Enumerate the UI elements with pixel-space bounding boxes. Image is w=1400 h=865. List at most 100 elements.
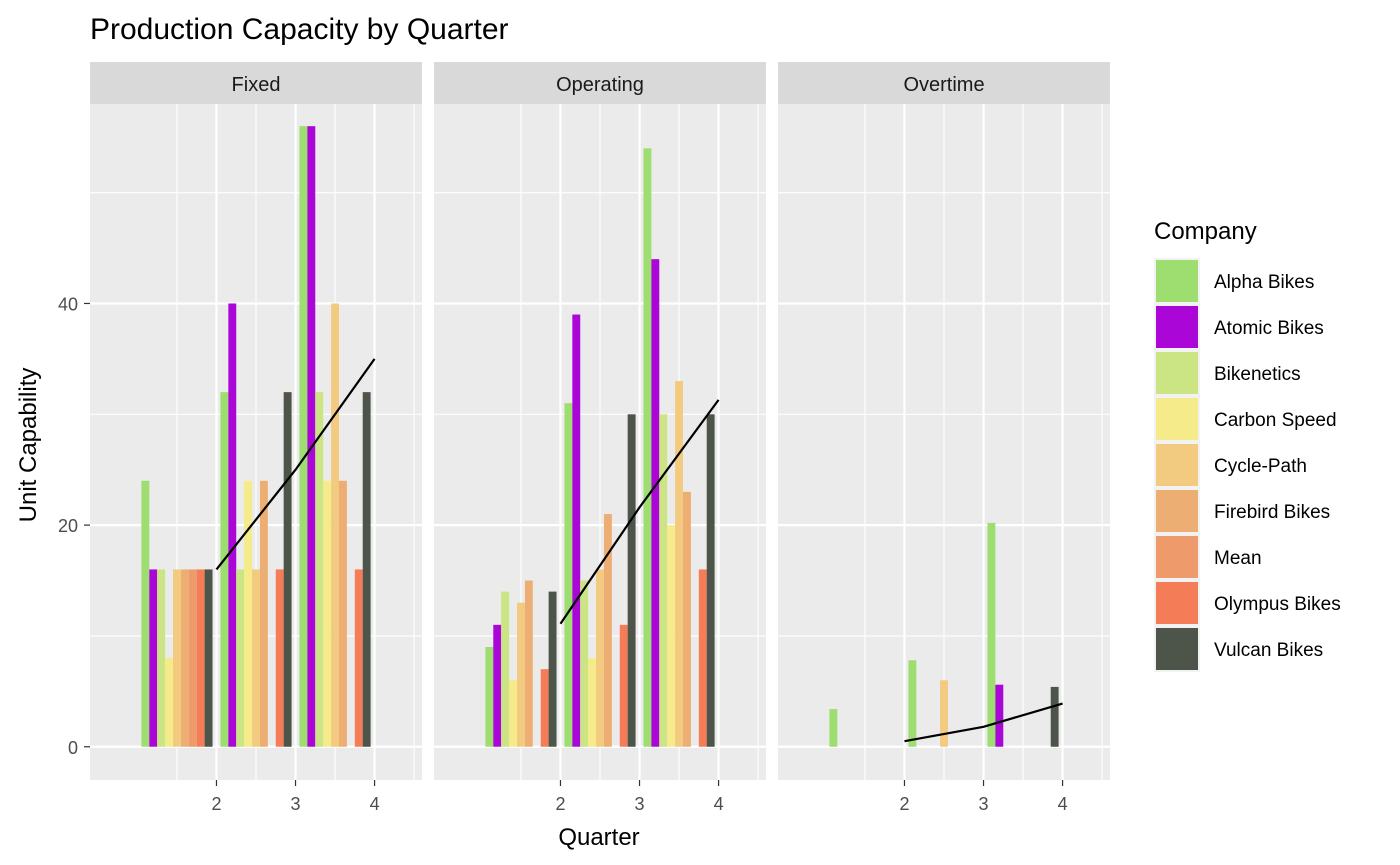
- facet-strip: [90, 62, 422, 104]
- y-tick-label: 40: [58, 294, 78, 314]
- legend-label: Cycle-Path: [1214, 456, 1307, 477]
- bar-cycle-path: [517, 602, 525, 747]
- legend-title: Company: [1154, 218, 1257, 245]
- bar-vulcan-bikes: [548, 591, 557, 747]
- x-tick-label: 3: [291, 794, 301, 814]
- bar-vulcan-bikes: [362, 392, 371, 747]
- bar-alpha-bikes: [220, 392, 229, 747]
- bar-firebird-bikes: [524, 580, 533, 747]
- bar-cycle-path: [252, 569, 260, 747]
- bar-alpha-bikes: [643, 148, 652, 747]
- bar-atomic-bikes: [572, 314, 581, 747]
- bar-vulcan-bikes: [627, 414, 636, 747]
- bar-firebird-bikes: [683, 491, 691, 747]
- bar-carbon-speed: [165, 658, 173, 747]
- bar-mean: [188, 569, 197, 747]
- mean-line: [904, 702, 1063, 743]
- legend-swatch: [1156, 536, 1198, 578]
- y-axis: 0 20 40: [58, 294, 90, 758]
- bar-bikenetics: [157, 569, 166, 747]
- legend-swatch: [1156, 352, 1198, 394]
- x-tick-label: 4: [714, 794, 724, 814]
- legend-swatch: [1156, 260, 1198, 302]
- x-tick-label: 3: [635, 794, 645, 814]
- bar-alpha-bikes: [299, 126, 308, 747]
- bar-alpha-bikes: [987, 522, 996, 747]
- bar-vulcan-bikes: [1050, 686, 1059, 747]
- bar-vulcan-bikes: [283, 392, 292, 747]
- legend-label: Carbon Speed: [1214, 410, 1337, 431]
- bar-firebird-bikes: [603, 514, 612, 747]
- bar-vulcan-bikes: [204, 569, 213, 747]
- legend-label: Atomic Bikes: [1214, 318, 1324, 339]
- bar-cycle-path: [940, 680, 948, 747]
- bar-carbon-speed: [323, 480, 332, 747]
- x-tick-label: 2: [555, 794, 565, 814]
- bar-alpha-bikes: [829, 709, 838, 747]
- legend-label: Alpha Bikes: [1214, 272, 1314, 293]
- facet-panel-operating: Operating 2 3 4: [434, 62, 766, 814]
- bar-atomic-bikes: [493, 624, 502, 747]
- facet-strip-label: Overtime: [903, 74, 984, 96]
- bar-olympus-bikes: [275, 569, 284, 747]
- x-axis-title: Quarter: [558, 824, 639, 851]
- bar-alpha-bikes: [564, 403, 573, 747]
- bar-bikenetics: [315, 392, 324, 747]
- legend-label: Olympus Bikes: [1214, 594, 1341, 615]
- bar-vulcan-bikes: [706, 414, 715, 747]
- facet-strip-label: Operating: [556, 74, 644, 96]
- legend-swatch: [1156, 306, 1198, 348]
- bar-atomic-bikes: [651, 259, 660, 747]
- bar-olympus-bikes: [354, 569, 363, 747]
- bar-cycle-path: [596, 569, 604, 747]
- y-axis-title: Unit Capability: [15, 368, 42, 523]
- facet-panel-fixed: Fixed 2 3 4: [90, 62, 422, 814]
- bar-cycle-path: [331, 303, 339, 747]
- x-tick-label: 4: [370, 794, 380, 814]
- x-tick-label: 4: [1058, 794, 1068, 814]
- chart-title: Production Capacity by Quarter: [90, 13, 509, 46]
- bar-olympus-bikes: [196, 569, 205, 747]
- legend-swatch: [1156, 398, 1198, 440]
- bar-bikenetics: [659, 414, 668, 747]
- legend-label: Bikenetics: [1214, 364, 1301, 385]
- bar-carbon-speed: [509, 680, 517, 747]
- mean-line: [215, 358, 376, 571]
- bar-alpha-bikes: [485, 647, 494, 747]
- x-tick-label: 2: [899, 794, 909, 814]
- bar-carbon-speed: [244, 480, 253, 747]
- legend-swatch: [1156, 490, 1198, 532]
- bar-cycle-path: [675, 381, 683, 747]
- bar-firebird-bikes: [180, 569, 189, 747]
- bar-atomic-bikes: [995, 684, 1004, 747]
- bar-bikenetics: [501, 591, 510, 747]
- bar-atomic-bikes: [149, 569, 158, 747]
- mean-line: [559, 399, 720, 625]
- bar-alpha-bikes: [141, 480, 150, 747]
- bar-cycle-path: [173, 569, 181, 747]
- facet-strip: [778, 62, 1110, 104]
- bar-firebird-bikes: [259, 480, 268, 747]
- legend-label: Firebird Bikes: [1214, 502, 1330, 523]
- y-tick-label: 0: [68, 738, 78, 758]
- bar-carbon-speed: [667, 525, 676, 747]
- legend-swatch: [1156, 444, 1198, 486]
- legend-label: Mean: [1214, 548, 1262, 569]
- legend-swatch: [1156, 628, 1198, 670]
- facet-panel-overtime: Overtime 2 3 4: [778, 62, 1110, 814]
- legend: Company Alpha Bikes Atomic Bikes Bikenetic…: [1154, 218, 1341, 672]
- bar-atomic-bikes: [307, 126, 316, 747]
- bar-carbon-speed: [588, 658, 597, 747]
- facet-strip-label: Fixed: [232, 74, 281, 96]
- bar-firebird-bikes: [339, 480, 347, 747]
- legend-swatch: [1156, 582, 1198, 624]
- bar-atomic-bikes: [228, 303, 237, 747]
- bar-olympus-bikes: [619, 624, 628, 747]
- legend-label: Vulcan Bikes: [1214, 640, 1323, 661]
- x-tick-label: 3: [979, 794, 989, 814]
- bar-olympus-bikes: [698, 569, 707, 747]
- bar-olympus-bikes: [540, 669, 549, 747]
- bar-bikenetics: [580, 580, 589, 747]
